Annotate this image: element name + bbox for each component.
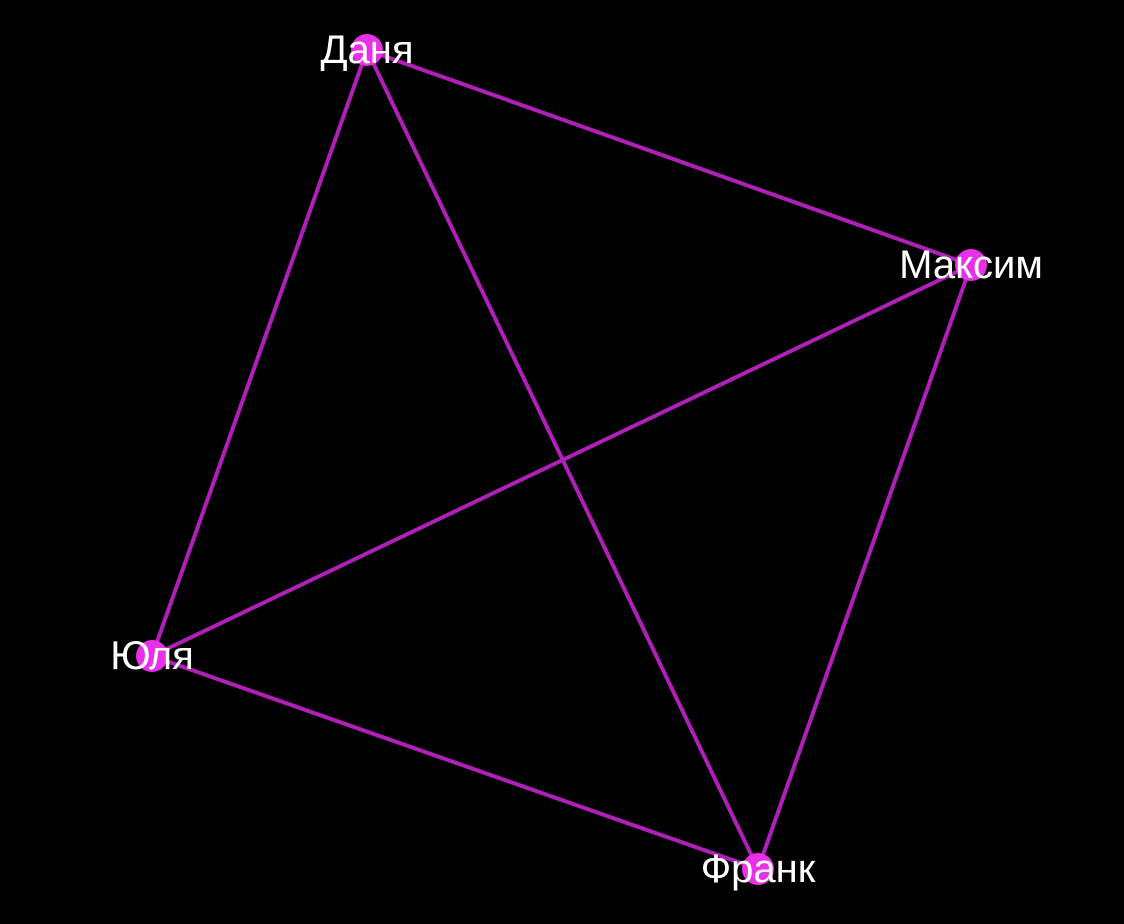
- labels-layer: Даня Максим Юля Франк: [110, 28, 1043, 891]
- edge-yulya-frank: [150, 654, 760, 871]
- node-yulya: [136, 640, 168, 672]
- edge-danya-yulya: [150, 48, 369, 658]
- node-label-maksim: Максим: [899, 243, 1043, 287]
- node-label-frank: Франк: [701, 847, 816, 891]
- edge-maksim-yulya: [150, 263, 973, 658]
- node-label-yulya: Юля: [110, 634, 194, 678]
- node-label-danya: Даня: [320, 28, 413, 72]
- nodes-layer: [136, 34, 987, 885]
- node-danya: [351, 34, 383, 66]
- node-frank: [742, 853, 774, 885]
- edge-maksim-frank: [756, 263, 973, 871]
- node-maksim: [955, 249, 987, 281]
- edge-danya-maksim: [365, 48, 973, 267]
- edges-layer: [150, 48, 973, 871]
